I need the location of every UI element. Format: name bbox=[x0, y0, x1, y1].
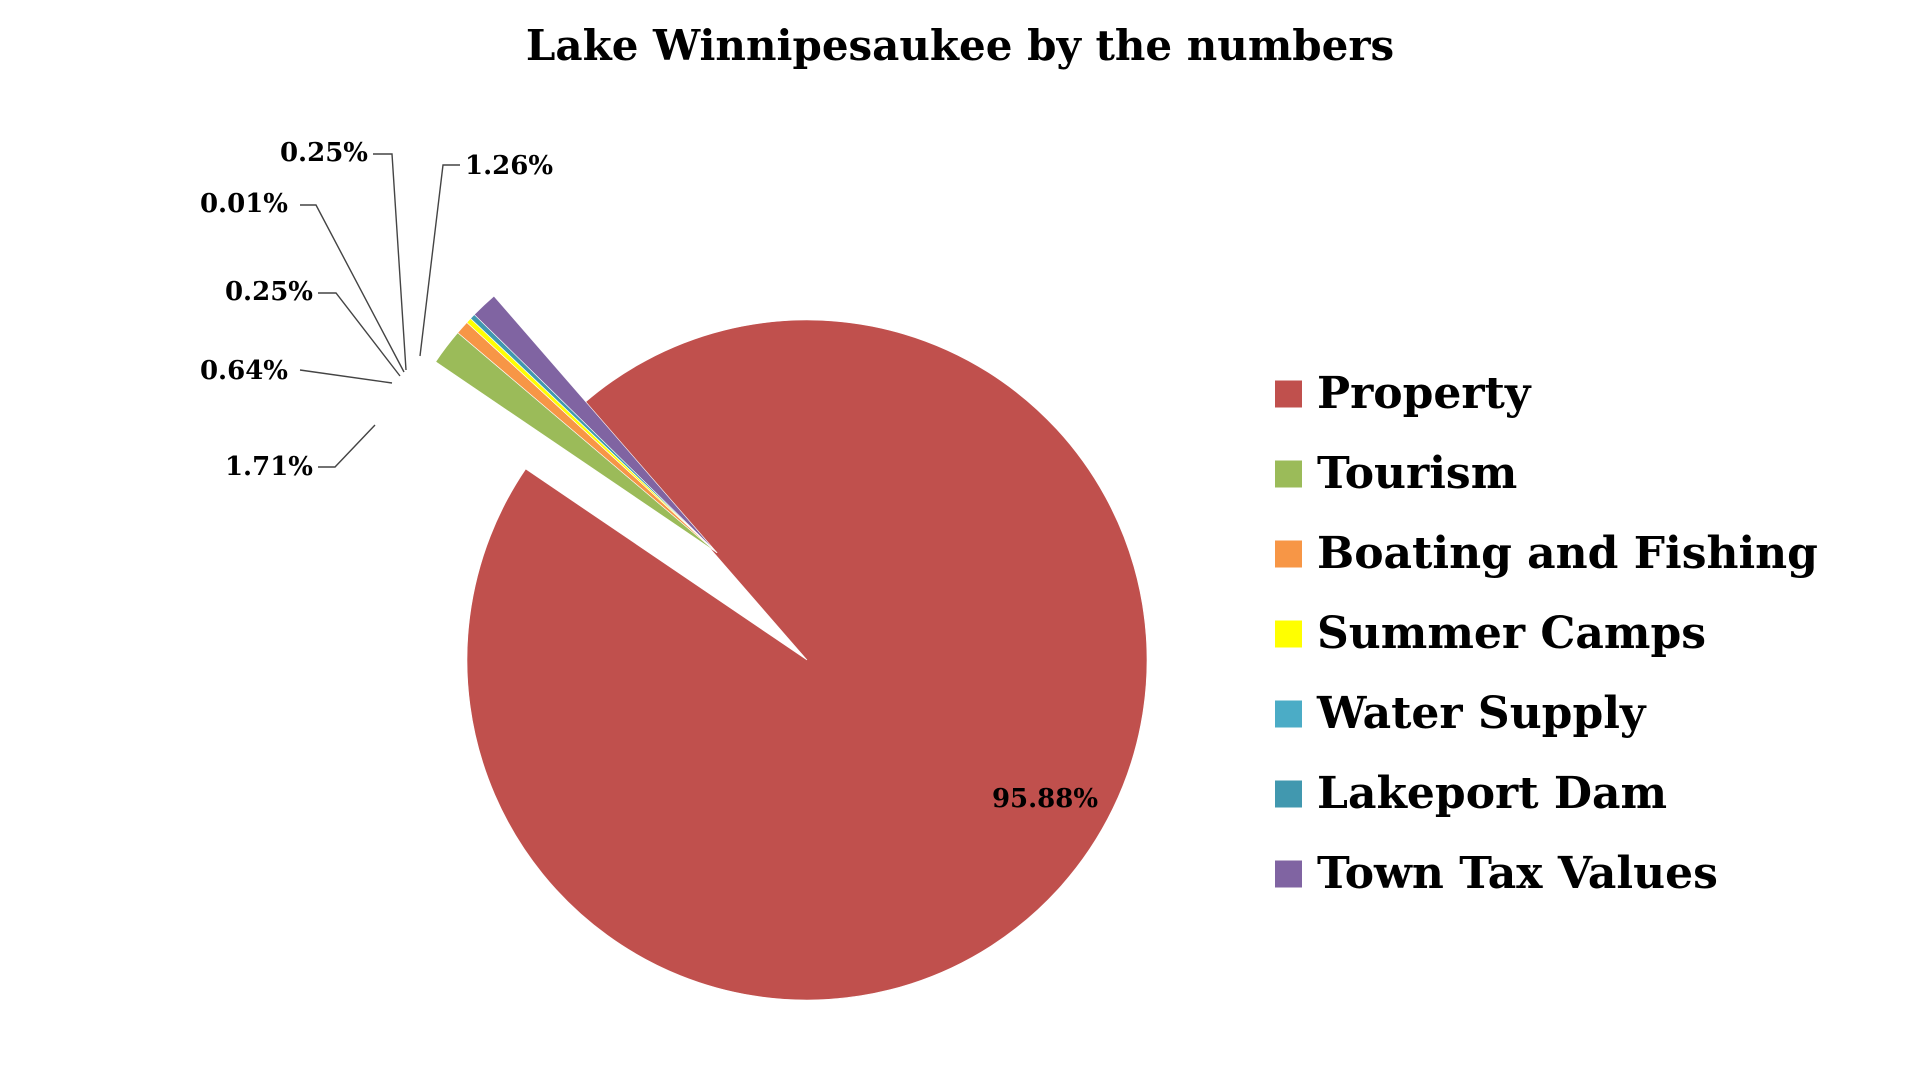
pie-slice-property bbox=[466, 319, 1148, 1001]
leader-line-lakeport-dam bbox=[373, 153, 407, 371]
data-label-tourism: 1.71% bbox=[225, 452, 313, 482]
legend-swatch-property bbox=[1275, 380, 1302, 408]
pie-slice-town-tax-values bbox=[473, 295, 718, 553]
data-label-water-supply: 0.01% bbox=[200, 189, 288, 219]
data-label-property: 95.88% bbox=[992, 784, 1098, 814]
legend-swatch-lakeport-dam bbox=[1275, 780, 1302, 808]
leader-line-town-tax-values bbox=[419, 164, 460, 357]
legend-swatch-water-supply bbox=[1275, 700, 1302, 728]
leader-lines bbox=[299, 153, 460, 468]
legend-label-boating-and-fishing: Boating and Fishing bbox=[1317, 528, 1818, 579]
legend-label-tourism: Tourism bbox=[1317, 448, 1517, 499]
data-label-lakeport-dam: 0.25% bbox=[280, 138, 368, 168]
legend: Property Tourism Boating and Fishing Summer… bbox=[1275, 368, 1818, 899]
leader-line-boating-and-fishing bbox=[299, 369, 393, 384]
leader-line-summer-camps bbox=[318, 292, 401, 377]
legend-label-property: Property bbox=[1317, 368, 1532, 419]
pie-slices bbox=[435, 295, 1148, 1001]
legend-swatch-town-tax-values bbox=[1275, 860, 1302, 888]
data-label-summer-camps: 0.25% bbox=[225, 277, 313, 307]
legend-label-water-supply: Water Supply bbox=[1316, 688, 1647, 739]
legend-label-town-tax-values: Town Tax Values bbox=[1317, 848, 1718, 899]
legend-label-lakeport-dam: Lakeport Dam bbox=[1317, 768, 1667, 819]
data-labels: 95.88% 1.71% 0.64% 0.25% 0.01% 0.25% 1.26% bbox=[200, 138, 1098, 814]
data-label-town-tax-values: 1.26% bbox=[465, 151, 553, 181]
data-label-boating-and-fishing: 0.64% bbox=[200, 356, 288, 386]
leader-line-tourism bbox=[318, 424, 376, 468]
legend-label-summer-camps: Summer Camps bbox=[1317, 608, 1706, 659]
legend-swatch-tourism bbox=[1275, 460, 1302, 488]
legend-swatch-boating-and-fishing bbox=[1275, 540, 1302, 568]
chart-title: Lake Winnipesaukee by the numbers bbox=[526, 21, 1394, 70]
leader-line-water-supply bbox=[300, 204, 405, 373]
legend-swatch-summer-camps bbox=[1275, 620, 1302, 648]
